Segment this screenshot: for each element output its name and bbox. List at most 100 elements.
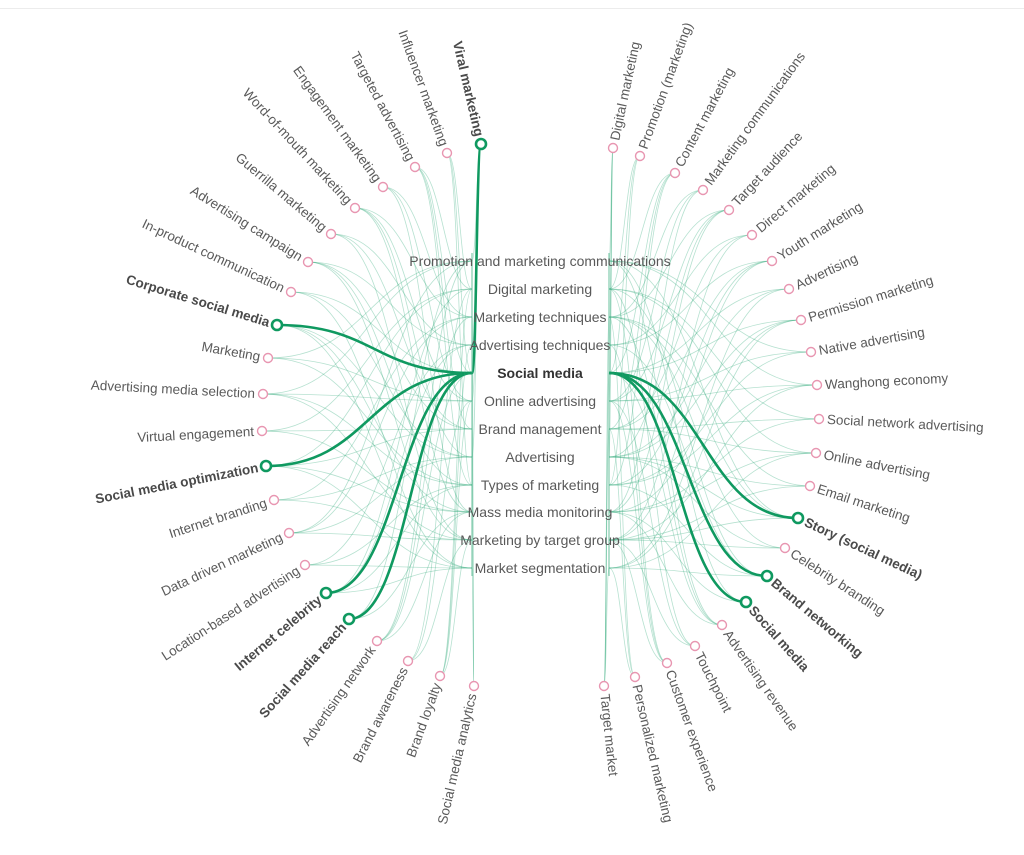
- node-dot-right-customer-experience[interactable]: [661, 657, 673, 669]
- node-dot-right-brand-networking[interactable]: [760, 569, 774, 583]
- node-dot-right-online-advertising[interactable]: [810, 447, 822, 459]
- node-dot-left-marketing[interactable]: [262, 352, 274, 364]
- node-dot-left-word-of-mouth-marketing[interactable]: [349, 202, 361, 214]
- node-label-right-digital-marketing[interactable]: Digital marketing: [607, 40, 643, 141]
- node-dot-left-location-based-advertising[interactable]: [299, 559, 311, 571]
- center-node-market-segmentation[interactable]: Market segmentation: [475, 560, 606, 576]
- center-node-advertising[interactable]: Advertising: [505, 449, 574, 465]
- node-label-right-wanghong-economy[interactable]: Wanghong economy: [825, 371, 949, 392]
- node-dot-left-data-driven-marketing[interactable]: [283, 527, 295, 539]
- node-label-right-target-market[interactable]: Target market: [597, 693, 621, 777]
- center-node-online-advertising[interactable]: Online advertising: [484, 393, 596, 409]
- node-dot-left-brand-awareness[interactable]: [402, 655, 414, 667]
- center-node-promotion-and-marketing-communications[interactable]: Promotion and marketing communications: [409, 253, 670, 269]
- node-dot-right-native-advertising[interactable]: [805, 346, 817, 358]
- node-dot-right-permission-marketing[interactable]: [795, 314, 807, 326]
- node-dot-right-target-market[interactable]: [598, 680, 610, 692]
- link-left-targeted-advertising-2: [414, 166, 473, 486]
- node-label-right-email-marketing[interactable]: Email marketing: [815, 481, 912, 525]
- link-right-email-marketing-2: [608, 316, 811, 487]
- link-left-word-of-mouth-marketing-2: [354, 207, 473, 513]
- node-dot-left-advertising-network[interactable]: [371, 635, 383, 647]
- node-dot-right-personalized-marketing[interactable]: [629, 671, 641, 683]
- node-dot-right-social-media[interactable]: [739, 595, 753, 609]
- node-dot-left-targeted-advertising[interactable]: [409, 161, 421, 173]
- link-left-social-media-optimization-2: [265, 288, 473, 467]
- node-dot-right-email-marketing[interactable]: [804, 480, 816, 492]
- link-left-social-media-reach-0: [348, 511, 473, 620]
- node-label-right-online-advertising[interactable]: Online advertising: [822, 447, 931, 482]
- node-dot-right-youth-marketing[interactable]: [766, 255, 778, 267]
- node-dot-right-marketing-communications[interactable]: [697, 184, 709, 196]
- node-dot-left-in-product-communication[interactable]: [285, 286, 297, 298]
- center-node-social-media[interactable]: Social media: [497, 365, 583, 381]
- node-dot-left-social-media-analytics[interactable]: [468, 680, 480, 692]
- node-dot-left-viral-marketing[interactable]: [474, 137, 488, 151]
- center-node-marketing-techniques[interactable]: Marketing techniques: [473, 309, 606, 325]
- center-node-marketing-by-target-group[interactable]: Marketing by target group: [460, 532, 620, 548]
- link-left-marketing-0: [267, 357, 473, 402]
- center-node-advertising-techniques[interactable]: Advertising techniques: [470, 337, 611, 353]
- node-dot-left-brand-loyalty[interactable]: [434, 670, 446, 682]
- center-node-mass-media-monitoring[interactable]: Mass media monitoring: [468, 504, 613, 520]
- node-dot-left-social-media-reach[interactable]: [342, 612, 356, 626]
- link-right-advertising-revenue-2: [608, 372, 723, 626]
- center-node-types-of-marketing[interactable]: Types of marketing: [481, 477, 599, 493]
- node-label-left-brand-awareness[interactable]: Brand awareness: [350, 665, 411, 766]
- highlight-link-left-social-media-optimization: [265, 371, 473, 468]
- node-label-right-touchpoint[interactable]: Touchpoint: [692, 650, 735, 715]
- node-dot-right-content-marketing[interactable]: [669, 167, 681, 179]
- link-left-internet-branding-2: [273, 316, 473, 501]
- node-dot-left-engagement-marketing[interactable]: [377, 181, 389, 193]
- node-label-right-permission-marketing[interactable]: Permission marketing: [806, 273, 935, 325]
- node-label-right-marketing-communications[interactable]: Marketing communications: [702, 49, 809, 188]
- link-right-target-audience-3: [608, 209, 730, 458]
- node-dot-right-touchpoint[interactable]: [689, 640, 701, 652]
- link-left-social-media-reach-1: [348, 260, 473, 620]
- node-dot-left-social-media-optimization[interactable]: [259, 459, 273, 473]
- node-label-left-social-media-optimization[interactable]: Social media optimization: [94, 460, 260, 506]
- node-label-left-social-media-analytics[interactable]: Social media analytics: [435, 692, 480, 826]
- node-dot-right-target-audience[interactable]: [723, 204, 735, 216]
- node-label-left-virtual-engagement[interactable]: Virtual engagement: [137, 424, 255, 445]
- node-label-left-marketing[interactable]: Marketing: [200, 339, 261, 364]
- node-dot-left-advertising-media-selection[interactable]: [257, 388, 269, 400]
- link-left-advertising-campaign-0: [307, 261, 473, 346]
- node-dot-right-wanghong-economy[interactable]: [811, 379, 823, 391]
- center-node-digital-marketing[interactable]: Digital marketing: [488, 281, 592, 297]
- node-dot-left-virtual-engagement[interactable]: [256, 425, 268, 437]
- node-dot-right-digital-marketing[interactable]: [607, 142, 619, 154]
- node-label-left-brand-loyalty[interactable]: Brand loyalty: [404, 681, 445, 760]
- link-right-brand-networking-0: [608, 484, 768, 577]
- node-dot-right-social-network-advertising[interactable]: [813, 413, 825, 425]
- link-left-in-product-communication-0: [290, 291, 473, 374]
- node-label-right-native-advertising[interactable]: Native advertising: [818, 325, 926, 358]
- node-label-right-social-network-advertising[interactable]: Social network advertising: [827, 412, 984, 435]
- node-dot-left-influencer-marketing[interactable]: [441, 147, 453, 159]
- node-dot-right-story-social-media[interactable]: [791, 511, 805, 525]
- link-left-guerrilla-marketing-0: [330, 233, 473, 346]
- node-dot-left-internet-celebrity[interactable]: [319, 586, 333, 600]
- node-label-right-promotion-marketing[interactable]: Promotion (marketing): [636, 20, 696, 151]
- link-right-marketing-communications-2: [608, 189, 704, 513]
- node-dot-right-promotion-marketing[interactable]: [634, 150, 646, 162]
- node-dot-left-internet-branding[interactable]: [268, 494, 280, 506]
- node-dot-right-advertising-revenue[interactable]: [716, 619, 728, 631]
- center-node-brand-management[interactable]: Brand management: [479, 421, 602, 437]
- node-label-right-personalized-marketing[interactable]: Personalized marketing: [629, 683, 675, 824]
- node-label-left-viral-marketing[interactable]: Viral marketing: [450, 40, 487, 138]
- node-dot-left-advertising-campaign[interactable]: [302, 256, 314, 268]
- node-label-left-advertising-media-selection[interactable]: Advertising media selection: [90, 377, 255, 401]
- node-dot-left-corporate-social-media[interactable]: [270, 318, 284, 332]
- node-dot-right-celebrity-branding[interactable]: [779, 542, 791, 554]
- node-dot-right-direct-marketing[interactable]: [746, 229, 758, 241]
- node-dot-right-advertising[interactable]: [783, 283, 795, 295]
- node-label-right-advertising[interactable]: Advertising: [793, 251, 860, 293]
- node-label-left-internet-branding[interactable]: Internet branding: [167, 495, 269, 541]
- node-dot-left-guerrilla-marketing[interactable]: [325, 228, 337, 240]
- node-label-left-word-of-mouth-marketing[interactable]: Word-of-mouth marketing: [240, 85, 355, 207]
- link-left-corporate-social-media-2: [276, 324, 473, 569]
- link-left-virtual-engagement-0: [261, 428, 473, 432]
- highlight-link-left-internet-celebrity: [325, 371, 473, 595]
- link-right-native-advertising-1: [608, 351, 812, 486]
